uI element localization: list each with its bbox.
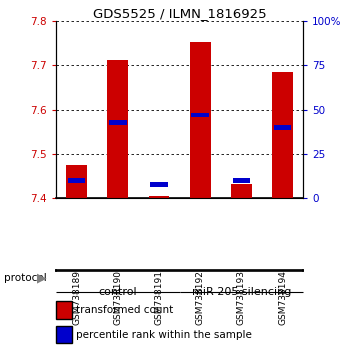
Bar — [231, 184, 252, 198]
Bar — [232, 178, 250, 183]
Text: GSM738193: GSM738193 — [237, 270, 246, 325]
Title: GDS5525 / ILMN_1816925: GDS5525 / ILMN_1816925 — [93, 7, 266, 20]
Bar — [109, 120, 127, 125]
Bar — [108, 60, 128, 198]
Text: GSM738192: GSM738192 — [196, 270, 205, 325]
Bar — [190, 42, 210, 198]
Bar — [191, 113, 209, 118]
Text: percentile rank within the sample: percentile rank within the sample — [76, 330, 252, 339]
Bar — [68, 178, 85, 183]
Text: GSM738189: GSM738189 — [72, 270, 81, 325]
Text: control: control — [99, 287, 137, 297]
Text: GSM738191: GSM738191 — [155, 270, 164, 325]
Bar — [274, 125, 291, 130]
Text: ▶: ▶ — [37, 272, 46, 284]
Text: transformed count: transformed count — [76, 305, 173, 315]
Bar — [150, 182, 168, 187]
Bar — [272, 72, 293, 198]
Text: GSM738194: GSM738194 — [278, 270, 287, 325]
Bar — [149, 196, 169, 198]
Text: protocol: protocol — [4, 273, 46, 283]
Bar — [66, 166, 87, 198]
Text: GSM738190: GSM738190 — [113, 270, 122, 325]
Text: miR-205 silencing: miR-205 silencing — [192, 287, 291, 297]
